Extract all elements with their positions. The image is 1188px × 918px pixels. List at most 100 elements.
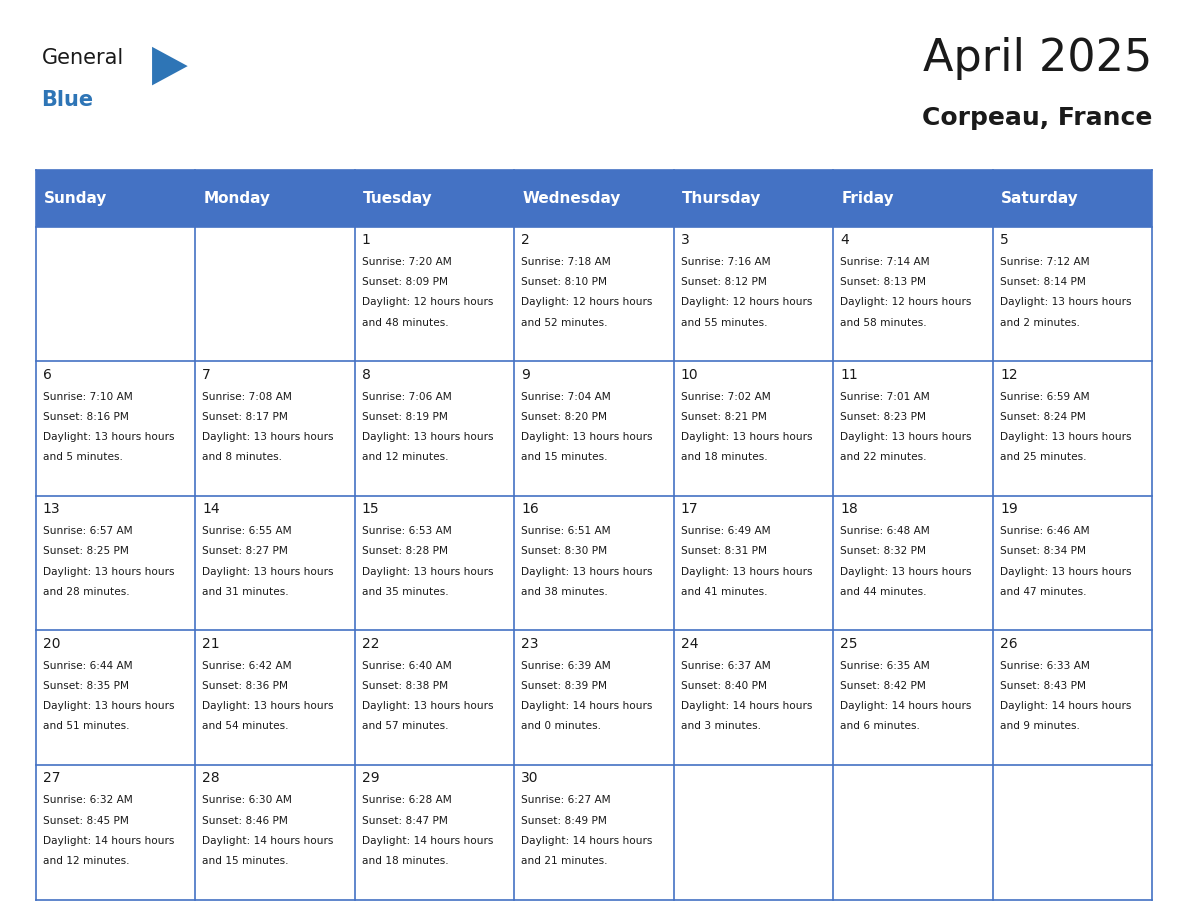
Bar — [195, 362, 355, 496]
Text: Sunset: 8:10 PM: Sunset: 8:10 PM — [522, 277, 607, 287]
Text: Thursday: Thursday — [682, 191, 762, 206]
Text: Daylight: 14 hours hours: Daylight: 14 hours hours — [522, 835, 652, 845]
Text: Sunrise: 6:55 AM: Sunrise: 6:55 AM — [202, 526, 292, 536]
Bar — [355, 362, 514, 496]
Text: Daylight: 13 hours hours: Daylight: 13 hours hours — [840, 566, 972, 577]
Bar — [833, 496, 993, 631]
Bar — [514, 170, 674, 227]
Bar — [36, 496, 195, 631]
Text: 2: 2 — [522, 233, 530, 247]
Text: Sunset: 8:36 PM: Sunset: 8:36 PM — [202, 681, 289, 691]
Bar — [195, 227, 355, 362]
Bar — [514, 631, 674, 765]
Text: Saturday: Saturday — [1000, 191, 1079, 206]
Text: Sunrise: 6:57 AM: Sunrise: 6:57 AM — [43, 526, 132, 536]
Bar — [514, 227, 674, 362]
Text: April 2025: April 2025 — [923, 37, 1152, 80]
Text: Sunset: 8:39 PM: Sunset: 8:39 PM — [522, 681, 607, 691]
Bar — [514, 362, 674, 496]
Text: Daylight: 13 hours hours: Daylight: 13 hours hours — [840, 432, 972, 442]
Text: Daylight: 13 hours hours: Daylight: 13 hours hours — [43, 701, 175, 711]
Text: and 8 minutes.: and 8 minutes. — [202, 453, 283, 462]
Text: Sunrise: 7:01 AM: Sunrise: 7:01 AM — [840, 392, 930, 401]
Text: Sunrise: 6:48 AM: Sunrise: 6:48 AM — [840, 526, 930, 536]
Text: and 9 minutes.: and 9 minutes. — [1000, 722, 1080, 732]
Text: 7: 7 — [202, 368, 211, 382]
Text: Sunrise: 6:33 AM: Sunrise: 6:33 AM — [1000, 661, 1089, 671]
Text: Friday: Friday — [841, 191, 893, 206]
Text: Sunset: 8:21 PM: Sunset: 8:21 PM — [681, 412, 766, 421]
Bar — [514, 765, 674, 900]
Text: 14: 14 — [202, 502, 220, 516]
Text: Sunset: 8:35 PM: Sunset: 8:35 PM — [43, 681, 128, 691]
Bar — [993, 765, 1152, 900]
Text: Sunrise: 6:35 AM: Sunrise: 6:35 AM — [840, 661, 930, 671]
Text: Sunrise: 6:51 AM: Sunrise: 6:51 AM — [522, 526, 611, 536]
Text: Sunrise: 7:06 AM: Sunrise: 7:06 AM — [362, 392, 451, 401]
Text: Sunset: 8:47 PM: Sunset: 8:47 PM — [362, 815, 448, 825]
Text: Sunrise: 6:44 AM: Sunrise: 6:44 AM — [43, 661, 132, 671]
Text: Sunset: 8:25 PM: Sunset: 8:25 PM — [43, 546, 128, 556]
Bar — [993, 496, 1152, 631]
Text: and 54 minutes.: and 54 minutes. — [202, 722, 289, 732]
Text: Sunset: 8:46 PM: Sunset: 8:46 PM — [202, 815, 289, 825]
Text: and 48 minutes.: and 48 minutes. — [362, 318, 448, 328]
Text: 15: 15 — [362, 502, 379, 516]
Bar — [514, 496, 674, 631]
Text: Sunset: 8:09 PM: Sunset: 8:09 PM — [362, 277, 448, 287]
Text: 9: 9 — [522, 368, 530, 382]
Text: Blue: Blue — [42, 90, 94, 110]
Text: Daylight: 13 hours hours: Daylight: 13 hours hours — [202, 566, 334, 577]
Text: and 58 minutes.: and 58 minutes. — [840, 318, 927, 328]
Bar — [993, 170, 1152, 227]
Text: 3: 3 — [681, 233, 690, 247]
Text: 29: 29 — [362, 771, 379, 786]
Text: Daylight: 13 hours hours: Daylight: 13 hours hours — [202, 701, 334, 711]
Text: and 35 minutes.: and 35 minutes. — [362, 587, 448, 597]
Text: Daylight: 14 hours hours: Daylight: 14 hours hours — [840, 701, 972, 711]
Text: Sunset: 8:43 PM: Sunset: 8:43 PM — [1000, 681, 1086, 691]
Text: Daylight: 12 hours hours: Daylight: 12 hours hours — [522, 297, 652, 308]
Text: 10: 10 — [681, 368, 699, 382]
Text: and 55 minutes.: and 55 minutes. — [681, 318, 767, 328]
Text: Sunrise: 7:14 AM: Sunrise: 7:14 AM — [840, 257, 930, 267]
Bar — [993, 631, 1152, 765]
Text: 1: 1 — [362, 233, 371, 247]
Bar — [833, 631, 993, 765]
Bar — [355, 631, 514, 765]
Text: Sunrise: 6:42 AM: Sunrise: 6:42 AM — [202, 661, 292, 671]
Bar — [833, 362, 993, 496]
Text: and 2 minutes.: and 2 minutes. — [1000, 318, 1080, 328]
Text: and 57 minutes.: and 57 minutes. — [362, 722, 448, 732]
Text: and 51 minutes.: and 51 minutes. — [43, 722, 129, 732]
Text: and 15 minutes.: and 15 minutes. — [202, 856, 289, 866]
Text: and 21 minutes.: and 21 minutes. — [522, 856, 608, 866]
Text: Sunrise: 6:46 AM: Sunrise: 6:46 AM — [1000, 526, 1089, 536]
Text: Sunset: 8:30 PM: Sunset: 8:30 PM — [522, 546, 607, 556]
Text: Daylight: 14 hours hours: Daylight: 14 hours hours — [681, 701, 813, 711]
Text: Sunrise: 6:37 AM: Sunrise: 6:37 AM — [681, 661, 771, 671]
Text: Sunrise: 7:10 AM: Sunrise: 7:10 AM — [43, 392, 133, 401]
Text: Daylight: 12 hours hours: Daylight: 12 hours hours — [840, 297, 972, 308]
Text: 4: 4 — [840, 233, 849, 247]
Text: Daylight: 13 hours hours: Daylight: 13 hours hours — [362, 432, 493, 442]
Text: Sunrise: 7:04 AM: Sunrise: 7:04 AM — [522, 392, 611, 401]
Text: Sunset: 8:32 PM: Sunset: 8:32 PM — [840, 546, 927, 556]
Text: Daylight: 13 hours hours: Daylight: 13 hours hours — [1000, 432, 1131, 442]
Bar — [674, 496, 833, 631]
Text: Daylight: 13 hours hours: Daylight: 13 hours hours — [43, 432, 175, 442]
Text: Sunset: 8:19 PM: Sunset: 8:19 PM — [362, 412, 448, 421]
Text: and 41 minutes.: and 41 minutes. — [681, 587, 767, 597]
Bar — [36, 227, 195, 362]
Text: 12: 12 — [1000, 368, 1018, 382]
Text: Daylight: 13 hours hours: Daylight: 13 hours hours — [522, 566, 653, 577]
Text: Sunrise: 7:12 AM: Sunrise: 7:12 AM — [1000, 257, 1089, 267]
Text: Sunrise: 7:08 AM: Sunrise: 7:08 AM — [202, 392, 292, 401]
Text: General: General — [42, 48, 124, 68]
Text: Sunset: 8:27 PM: Sunset: 8:27 PM — [202, 546, 289, 556]
Bar — [355, 765, 514, 900]
Text: Sunrise: 6:49 AM: Sunrise: 6:49 AM — [681, 526, 771, 536]
Text: 8: 8 — [362, 368, 371, 382]
Text: 24: 24 — [681, 637, 699, 651]
Text: Sunset: 8:17 PM: Sunset: 8:17 PM — [202, 412, 289, 421]
